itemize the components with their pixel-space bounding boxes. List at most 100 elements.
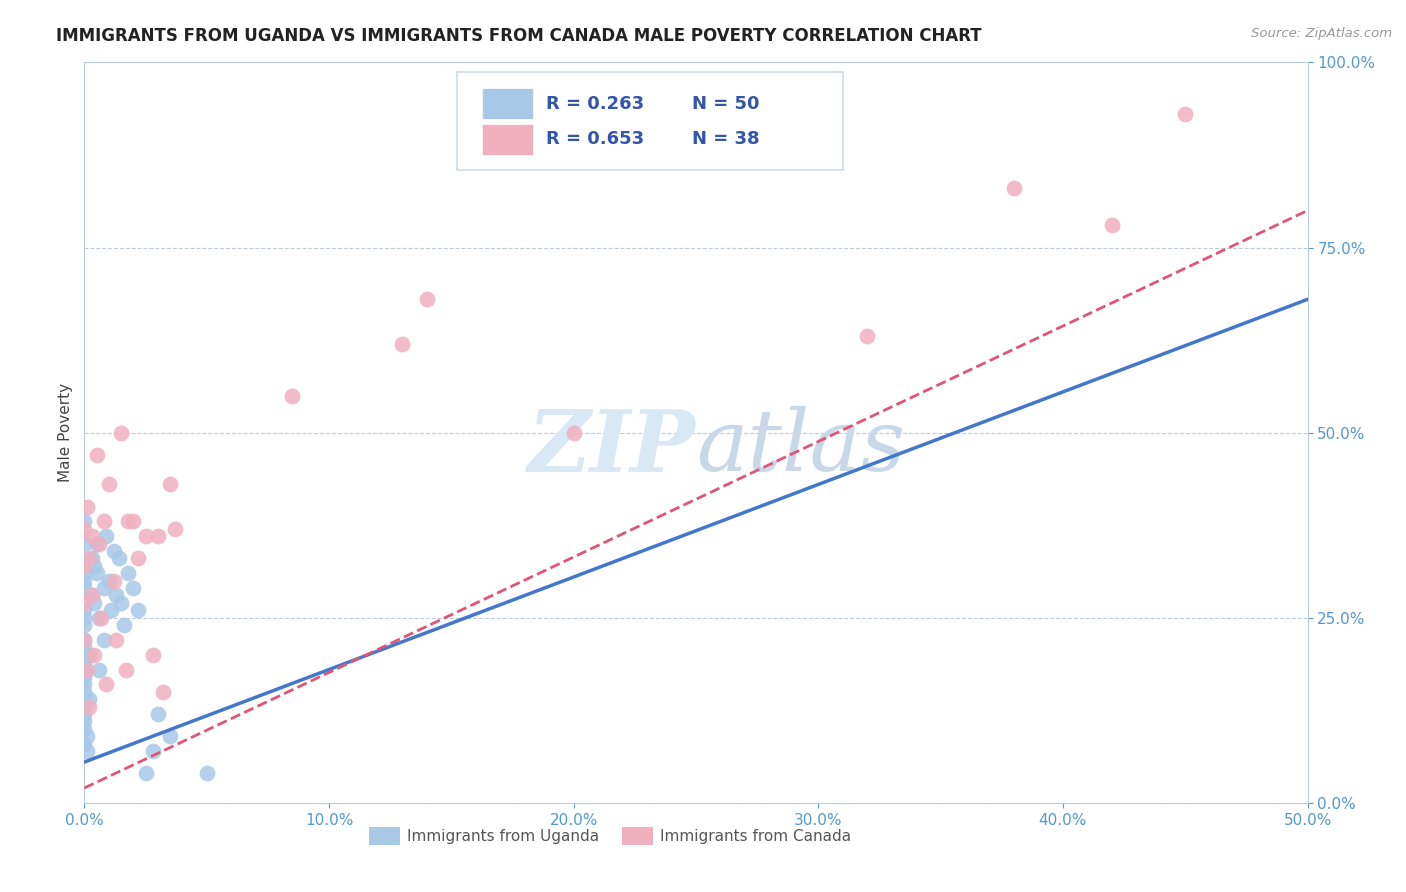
Point <box>105 589 128 603</box>
Point <box>73 558 96 573</box>
Point <box>90 610 112 624</box>
Point <box>73 685 96 699</box>
Point <box>135 766 157 780</box>
Point <box>73 632 96 647</box>
Point <box>856 329 879 343</box>
Point <box>86 566 108 581</box>
Point <box>1101 219 1123 233</box>
Text: R = 0.263: R = 0.263 <box>546 95 644 113</box>
Point <box>103 544 125 558</box>
Point <box>110 596 132 610</box>
Point <box>416 293 439 307</box>
Point <box>86 448 108 462</box>
Point <box>76 500 98 514</box>
Point <box>112 618 135 632</box>
Point <box>73 670 96 684</box>
Point <box>80 589 103 603</box>
Point <box>105 632 128 647</box>
Text: ZIP: ZIP <box>529 406 696 489</box>
FancyBboxPatch shape <box>457 72 842 169</box>
Point <box>127 603 149 617</box>
Point <box>391 336 413 351</box>
Point <box>73 722 96 736</box>
FancyBboxPatch shape <box>482 124 533 155</box>
Point <box>107 551 129 566</box>
Point <box>163 522 186 536</box>
Text: Source: ZipAtlas.com: Source: ZipAtlas.com <box>1251 27 1392 40</box>
Point <box>73 737 96 751</box>
Point <box>97 477 120 491</box>
Point <box>87 663 110 677</box>
Point <box>122 515 145 529</box>
Point <box>73 663 96 677</box>
Point <box>83 558 105 573</box>
Legend: Immigrants from Uganda, Immigrants from Canada: Immigrants from Uganda, Immigrants from … <box>363 821 858 851</box>
Point <box>77 648 100 662</box>
Point <box>103 574 125 588</box>
Y-axis label: Male Poverty: Male Poverty <box>58 383 73 483</box>
Point <box>87 536 110 550</box>
Point <box>122 581 145 595</box>
Point <box>77 551 100 566</box>
Point <box>80 551 103 566</box>
Point <box>73 566 96 581</box>
Point <box>73 706 96 721</box>
Point <box>110 425 132 440</box>
Point <box>117 566 139 581</box>
Point <box>73 618 96 632</box>
Point <box>76 663 98 677</box>
Point <box>73 603 96 617</box>
Point <box>76 729 98 743</box>
Point <box>96 529 118 543</box>
Point <box>73 714 96 729</box>
Point <box>127 551 149 566</box>
Point <box>73 655 96 669</box>
Point <box>83 596 105 610</box>
Point <box>195 766 218 780</box>
Point <box>73 515 96 529</box>
Point <box>76 744 98 758</box>
Point <box>562 425 585 440</box>
Point <box>152 685 174 699</box>
Point <box>73 522 96 536</box>
Point <box>77 699 100 714</box>
Point <box>117 515 139 529</box>
Point <box>135 529 157 543</box>
Point <box>93 581 115 595</box>
Point <box>159 729 181 743</box>
Point <box>73 596 96 610</box>
Point <box>100 603 122 617</box>
Point <box>96 677 118 691</box>
Point <box>80 529 103 543</box>
Text: R = 0.653: R = 0.653 <box>546 130 644 148</box>
Text: atlas: atlas <box>696 406 905 489</box>
Point <box>142 648 165 662</box>
Point <box>73 581 96 595</box>
Text: N = 50: N = 50 <box>692 95 759 113</box>
Point <box>142 744 165 758</box>
Point <box>146 529 169 543</box>
Point <box>1174 107 1197 121</box>
Point <box>73 610 96 624</box>
Point <box>281 388 304 402</box>
Point <box>93 632 115 647</box>
Point <box>83 648 105 662</box>
Point <box>73 699 96 714</box>
Point <box>73 677 96 691</box>
Point <box>80 589 103 603</box>
Point <box>97 574 120 588</box>
Point <box>86 536 108 550</box>
Point <box>87 610 110 624</box>
FancyBboxPatch shape <box>482 88 533 120</box>
Point <box>93 515 115 529</box>
Point <box>73 640 96 655</box>
Point <box>1002 181 1025 195</box>
Point <box>159 477 181 491</box>
Point <box>73 574 96 588</box>
Point <box>73 536 96 550</box>
Point <box>77 692 100 706</box>
Text: N = 38: N = 38 <box>692 130 759 148</box>
Point <box>146 706 169 721</box>
Point <box>73 632 96 647</box>
Text: IMMIGRANTS FROM UGANDA VS IMMIGRANTS FROM CANADA MALE POVERTY CORRELATION CHART: IMMIGRANTS FROM UGANDA VS IMMIGRANTS FRO… <box>56 27 981 45</box>
